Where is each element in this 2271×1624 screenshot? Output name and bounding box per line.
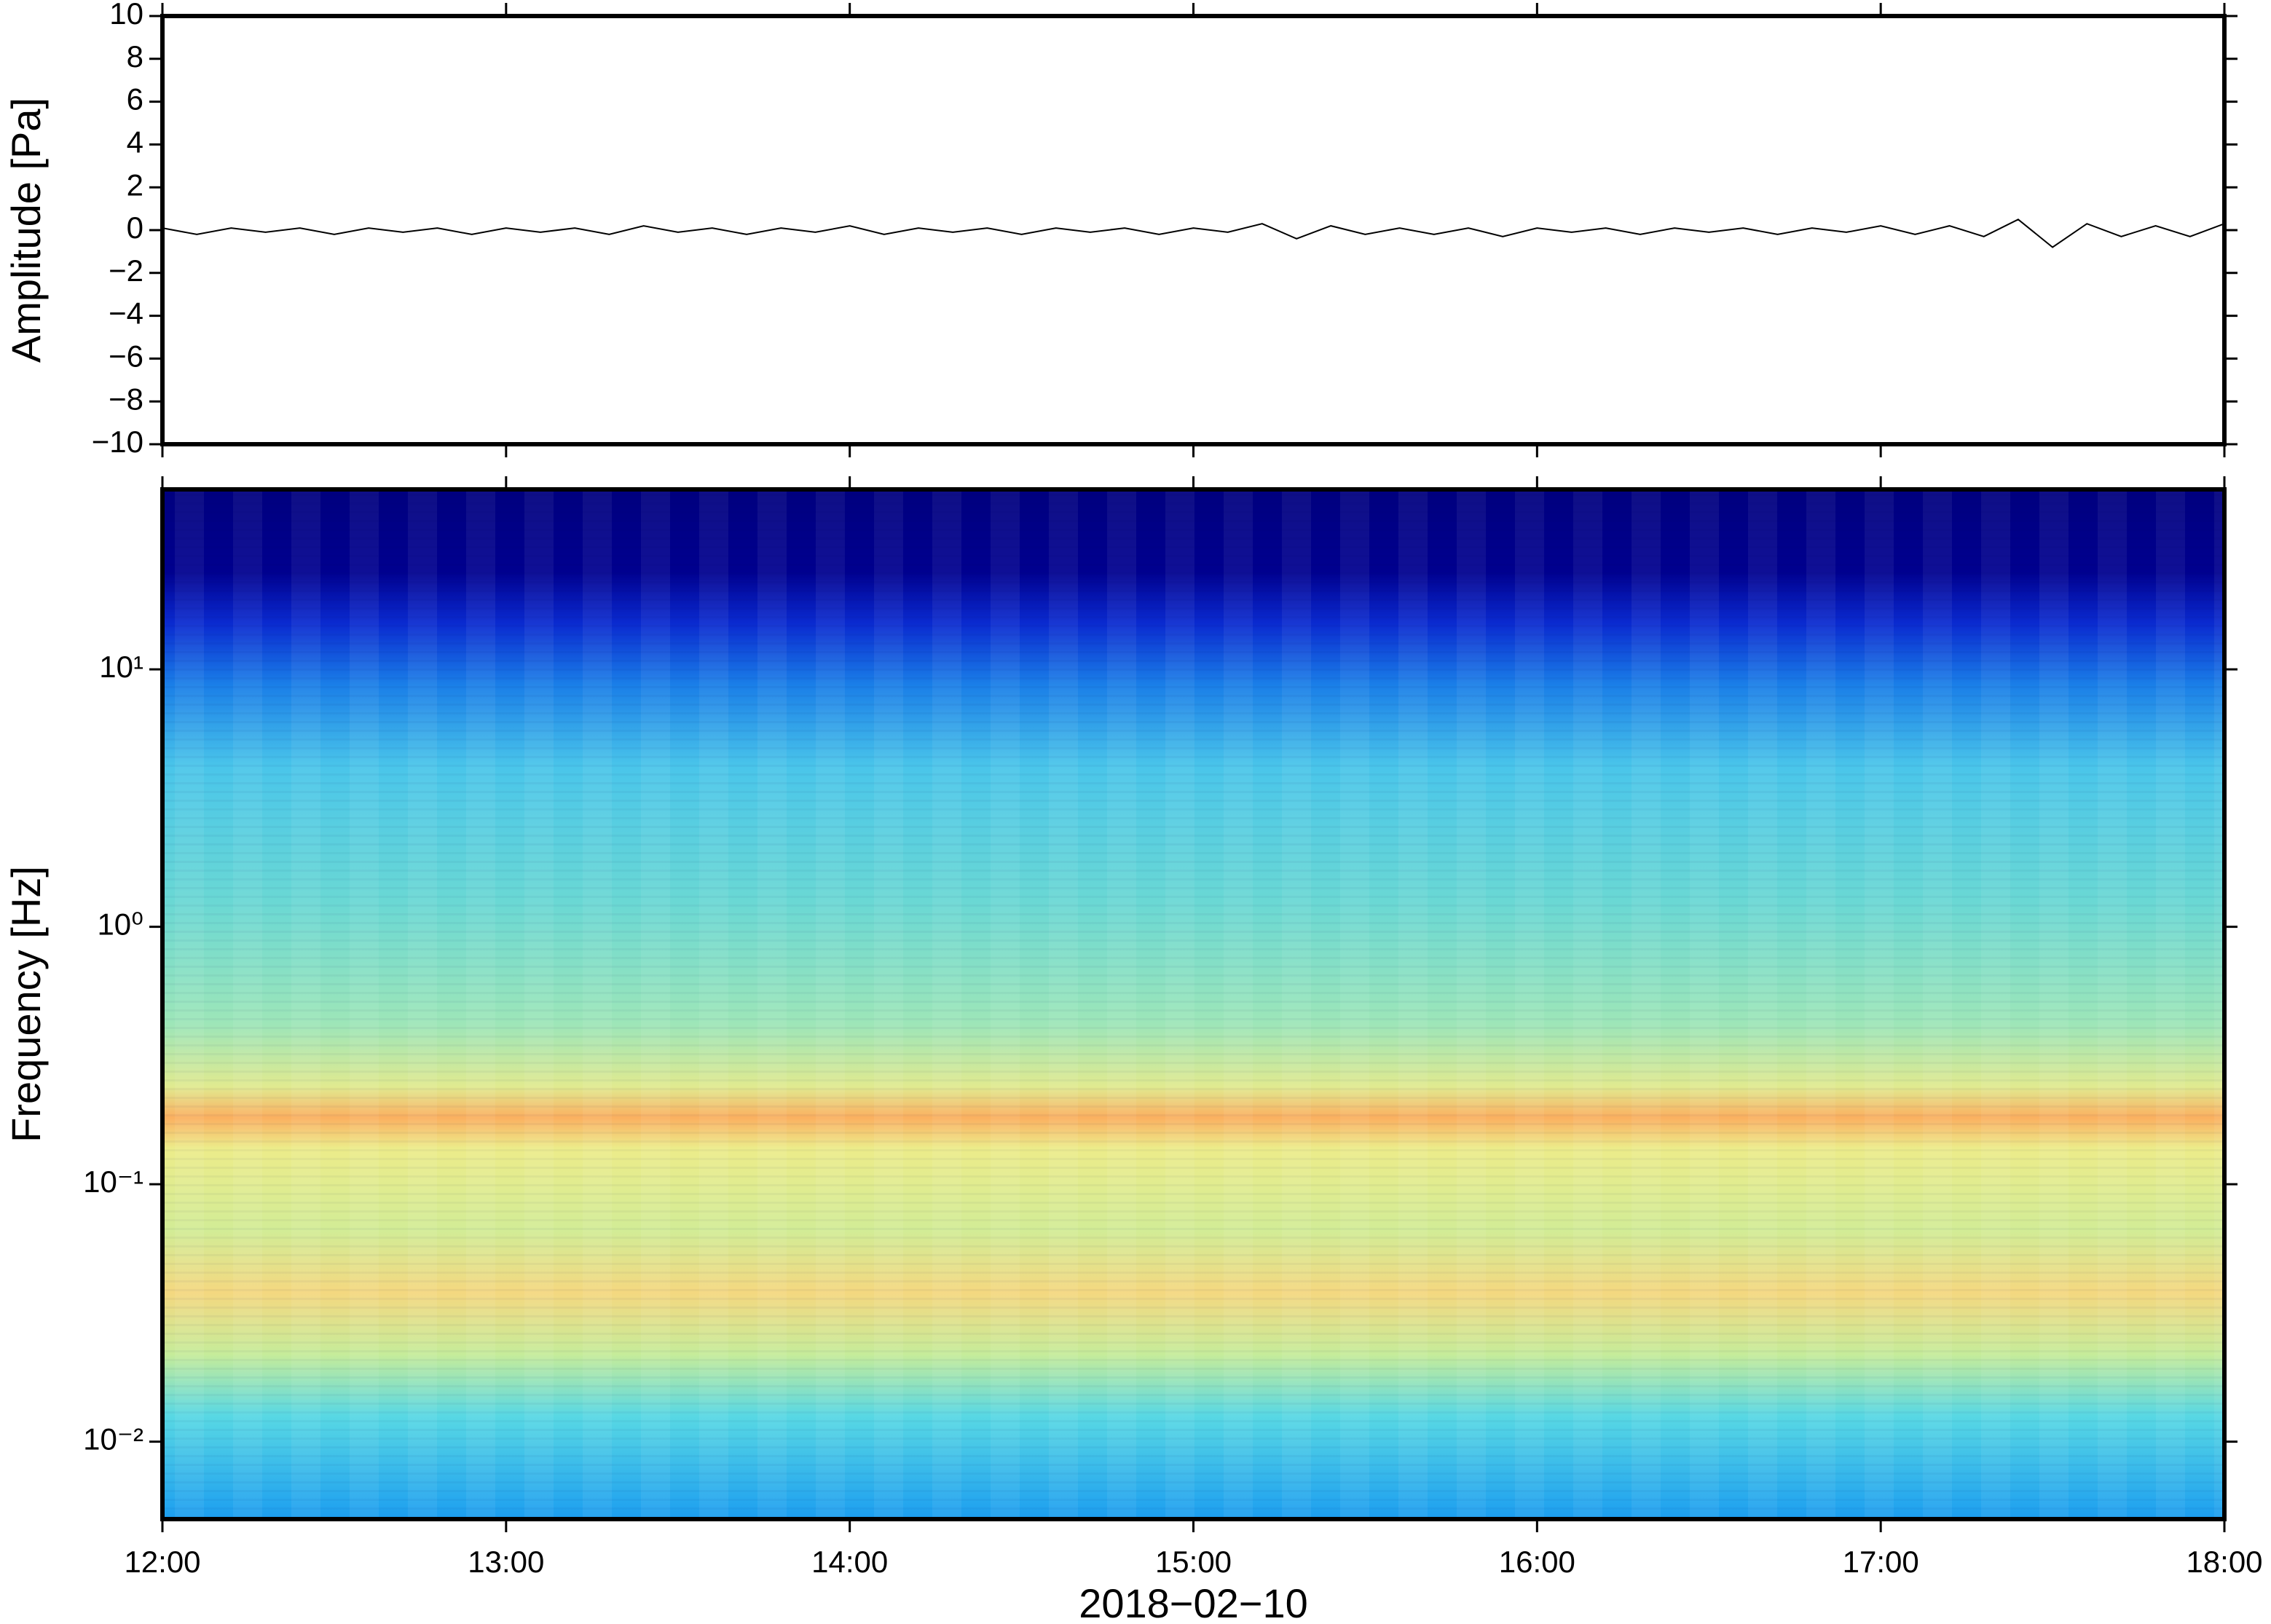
x-tick-label: 13:00 [468, 1545, 544, 1579]
y-tick-label: 10⁻¹ [83, 1164, 143, 1199]
x-tick-label: 16:00 [1499, 1545, 1575, 1579]
plot-frame [160, 14, 2227, 446]
x-tick-label: 15:00 [1155, 1545, 1232, 1579]
spectrogram-texture [162, 489, 2224, 1519]
y-tick-label: 10⁰ [97, 907, 143, 942]
y-axis-label: Amplitude [Pa] [3, 98, 49, 363]
y-tick-label: 10¹ [99, 650, 143, 684]
x-axis-label: 2018−02−10 [1079, 1580, 1308, 1624]
x-tick-label: 14:00 [811, 1545, 888, 1579]
waveform-line [162, 218, 2225, 248]
waveform-panel: −10 −8 −6 −4 −2 0 2 4 6 8 10 Amplitude [Pa] [3, 0, 2237, 459]
x-tick-label: 17:00 [1843, 1545, 1919, 1579]
y-axis-label: Frequency [Hz] [3, 866, 49, 1143]
y-tick-label: 4 [127, 125, 143, 159]
y-tick-label: −10 [92, 425, 143, 459]
y-tick-label: −4 [109, 296, 143, 331]
y-tick-label: 0 [127, 210, 143, 245]
y-tick-label: 2 [127, 167, 143, 202]
y-tick-label: 6 [127, 82, 143, 117]
y-tick-label: 10⁻² [83, 1422, 143, 1457]
spectrogram-panel: 10⁻² 10⁻¹ 10⁰ 10¹ 12:00 13:00 14:00 15:00 16:00 1… [3, 476, 2263, 1624]
y-tick-label: −2 [109, 253, 143, 288]
x-tick-label: 18:00 [2186, 1545, 2262, 1579]
y-tick-label: −8 [109, 382, 143, 416]
y-tick-label: −6 [109, 339, 143, 373]
y-tick-label: 10 [109, 0, 143, 31]
y-tick-label: 8 [127, 39, 143, 74]
x-tick-label: 12:00 [124, 1545, 200, 1579]
